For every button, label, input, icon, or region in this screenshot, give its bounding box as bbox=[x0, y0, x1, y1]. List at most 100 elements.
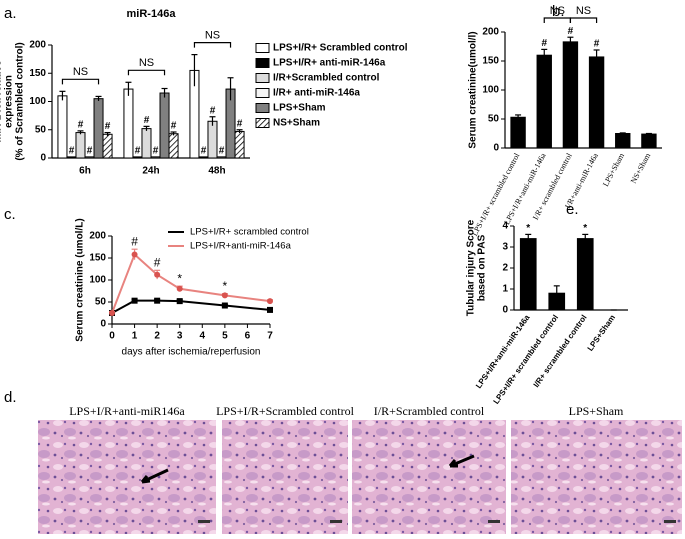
x-tick-label: NS+Sham bbox=[629, 151, 653, 185]
legend-swatch bbox=[255, 43, 270, 53]
y-axis-label: expression bbox=[4, 75, 15, 128]
ns-bracket bbox=[569, 17, 598, 23]
legend-label: I/R+ anti-miR-146a bbox=[273, 88, 360, 99]
y-tick-label: 50 bbox=[488, 114, 500, 125]
bar bbox=[576, 238, 594, 311]
y-tick-label: 0 bbox=[100, 319, 106, 330]
marker bbox=[176, 298, 183, 305]
ns-bracket bbox=[61, 78, 100, 85]
bar bbox=[510, 116, 526, 149]
y-tick-label: 1 bbox=[502, 284, 508, 295]
bar bbox=[84, 156, 95, 159]
series-line bbox=[111, 299, 271, 314]
bar bbox=[75, 132, 86, 159]
x-tick-label: 4 bbox=[200, 331, 206, 342]
y-tick-label: 100 bbox=[29, 96, 46, 107]
x-tick-label: 24h bbox=[142, 166, 159, 177]
marker bbox=[267, 298, 273, 305]
arrow bbox=[140, 468, 169, 484]
significance-mark: * bbox=[583, 223, 587, 234]
x-tick-label: I/R+ scrambled control bbox=[532, 313, 589, 389]
bar bbox=[519, 238, 537, 311]
legend-label: LPS+I/R+ Scrambled control bbox=[273, 43, 408, 54]
panel-label: d. bbox=[4, 389, 17, 406]
x-tick-label: 3 bbox=[177, 331, 183, 342]
x-tick-label: LPS+I/R+anti-miR-146a bbox=[474, 313, 532, 390]
y-tick-label: 150 bbox=[482, 56, 499, 67]
bar bbox=[198, 156, 209, 159]
bar bbox=[588, 56, 605, 149]
bar bbox=[207, 120, 218, 159]
y-axis-label: Tubular injury Score bbox=[466, 219, 477, 316]
x-tick-label: 6h bbox=[79, 166, 91, 177]
image-caption: LPS+I/R+anti-miR146a bbox=[69, 404, 185, 418]
image-caption: LPS+I/R+Scrambled control bbox=[216, 404, 355, 418]
chart-title: miR-146a bbox=[127, 8, 177, 20]
bar bbox=[536, 54, 552, 149]
ns-bracket bbox=[127, 69, 166, 76]
panel-label: a. bbox=[4, 5, 17, 22]
histology-image bbox=[352, 420, 506, 534]
legend-label: NS+Sham bbox=[273, 118, 320, 129]
y-tick-label: 0 bbox=[493, 143, 499, 154]
marker bbox=[221, 302, 228, 309]
y-tick-label: 50 bbox=[95, 297, 107, 308]
bar bbox=[562, 41, 579, 149]
marker bbox=[154, 297, 161, 304]
x-tick-label: LPS+Sham bbox=[586, 313, 617, 353]
significance-mark: # bbox=[568, 26, 574, 37]
y-tick-label: 100 bbox=[89, 275, 106, 286]
scale-bar bbox=[488, 520, 500, 523]
y-axis-label: miR-146a relative bbox=[0, 60, 4, 143]
y-tick-label: 150 bbox=[29, 68, 46, 79]
significance-mark: # bbox=[219, 146, 225, 157]
legend-label: LPS+I/R+ scrambled control bbox=[190, 227, 309, 238]
marker bbox=[109, 310, 115, 316]
series-line bbox=[111, 252, 271, 314]
significance-mark: * bbox=[526, 223, 530, 234]
y-axis-label: Serum creatinine(umol/l) bbox=[468, 31, 479, 148]
bar bbox=[159, 92, 170, 159]
significance-mark: # bbox=[78, 120, 84, 131]
x-tick-label: 1 bbox=[132, 331, 138, 342]
panel-d-images bbox=[38, 420, 682, 534]
significance-mark: * bbox=[223, 279, 228, 293]
marker bbox=[131, 297, 138, 304]
significance-mark: # bbox=[131, 234, 138, 248]
marker bbox=[154, 271, 161, 278]
y-axis-label: Serum creatinine (umol/L) bbox=[75, 218, 86, 341]
marker bbox=[176, 285, 183, 292]
bar bbox=[234, 130, 245, 159]
bar bbox=[141, 128, 152, 159]
x-tick-label: 2 bbox=[154, 331, 160, 342]
bar bbox=[150, 156, 161, 159]
significance-mark: # bbox=[105, 121, 111, 132]
significance-mark: # bbox=[171, 121, 177, 132]
significance-mark: # bbox=[541, 38, 547, 49]
y-tick-label: 150 bbox=[89, 253, 106, 264]
scale-bar bbox=[664, 520, 676, 523]
legend-label: LPS+I/R+anti-miR-146a bbox=[190, 241, 292, 252]
significance-mark: # bbox=[87, 146, 93, 157]
bar bbox=[57, 95, 68, 159]
ns-label: NS bbox=[139, 57, 154, 69]
ns-label: NS bbox=[576, 5, 591, 17]
significance-mark: * bbox=[177, 271, 182, 285]
y-tick-label: 200 bbox=[482, 27, 499, 38]
x-tick-label: 5 bbox=[222, 331, 228, 342]
bar bbox=[615, 133, 631, 149]
y-tick-label: 0 bbox=[502, 305, 508, 316]
marker bbox=[131, 251, 138, 258]
scale-bar bbox=[330, 520, 342, 523]
y-tick-label: 100 bbox=[482, 85, 499, 96]
significance-mark: # bbox=[153, 146, 159, 157]
marker bbox=[221, 292, 228, 299]
x-tick-label: 0 bbox=[109, 331, 115, 342]
x-tick-label: 7 bbox=[267, 331, 273, 342]
x-tick-label: 6 bbox=[245, 331, 251, 342]
bar bbox=[216, 156, 227, 159]
y-tick-label: 3 bbox=[502, 242, 508, 253]
legend-label: LPS+I/R+ anti-miR-146a bbox=[273, 58, 386, 69]
